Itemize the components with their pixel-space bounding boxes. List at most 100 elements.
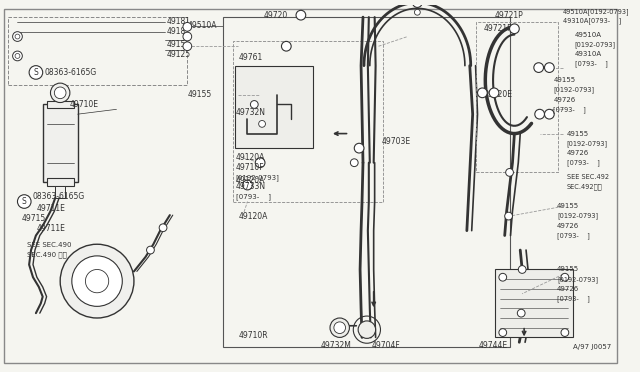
Circle shape (415, 9, 420, 15)
Text: 49732M: 49732M (320, 341, 351, 350)
Text: 49155: 49155 (567, 131, 589, 137)
Circle shape (535, 109, 545, 119)
Circle shape (282, 41, 291, 51)
Circle shape (296, 10, 306, 20)
Text: 49155: 49155 (553, 77, 575, 83)
Circle shape (355, 143, 364, 153)
Circle shape (54, 87, 66, 99)
Text: [0793-    ]: [0793- ] (553, 106, 586, 113)
Text: [0192-0793]: [0192-0793] (236, 174, 280, 181)
Bar (495, 269, 573, 337)
Circle shape (183, 42, 192, 51)
Circle shape (499, 273, 507, 281)
Text: [0793-    ]: [0793- ] (567, 159, 600, 166)
Bar (235, 65, 312, 148)
Circle shape (60, 244, 134, 318)
Text: 49510A: 49510A (188, 21, 217, 31)
Text: [0793-    ]: [0793- ] (557, 295, 590, 302)
Text: 49721R: 49721R (483, 24, 513, 33)
Circle shape (561, 329, 569, 336)
Text: 49155: 49155 (188, 90, 212, 99)
Text: 49710E: 49710E (70, 100, 99, 109)
Text: 49744E: 49744E (479, 341, 508, 350)
Circle shape (15, 54, 20, 58)
Circle shape (13, 51, 22, 61)
Circle shape (330, 318, 349, 337)
Bar (8, 17, 188, 85)
Circle shape (183, 22, 192, 31)
Circle shape (147, 246, 154, 254)
Bar (47, 178, 74, 186)
Text: [0793-    ]: [0793- ] (236, 193, 271, 200)
Text: 49726: 49726 (553, 97, 575, 103)
Circle shape (505, 212, 513, 220)
Text: SEE SEC.492: SEE SEC.492 (567, 174, 609, 180)
Text: SEE SEC.490: SEE SEC.490 (27, 242, 72, 248)
Bar (233, 41, 383, 202)
Circle shape (534, 63, 543, 73)
Text: 49120A: 49120A (236, 176, 265, 185)
Text: 49510A[0192-0793]: 49510A[0192-0793] (563, 8, 630, 15)
Text: 49703E: 49703E (381, 137, 411, 146)
Text: SEC.490 参照: SEC.490 参照 (27, 251, 67, 258)
Circle shape (413, 0, 422, 7)
Circle shape (17, 195, 31, 208)
Bar (47, 100, 74, 108)
Bar (223, 17, 509, 347)
Text: 49733N: 49733N (236, 183, 266, 192)
Circle shape (358, 321, 376, 339)
Circle shape (518, 266, 526, 273)
Text: A/97 J0057: A/97 J0057 (573, 344, 611, 350)
Text: 49182: 49182 (167, 27, 191, 36)
Text: 49120A: 49120A (236, 153, 265, 162)
Circle shape (561, 273, 569, 281)
Circle shape (29, 65, 43, 79)
Bar (43, 105, 77, 182)
Text: 49510A: 49510A (575, 32, 602, 38)
Text: S: S (33, 68, 38, 77)
Text: [0192-0793]: [0192-0793] (553, 87, 595, 93)
Circle shape (489, 88, 499, 98)
Text: 49310A[0793-    ]: 49310A[0793- ] (563, 17, 621, 25)
Circle shape (255, 158, 265, 167)
Text: [0192-0793]: [0192-0793] (575, 41, 616, 48)
Text: [0192-0793]: [0192-0793] (557, 213, 598, 219)
Text: 49310A: 49310A (575, 51, 602, 57)
Text: 49120A: 49120A (239, 212, 268, 221)
Text: 49720E: 49720E (483, 90, 513, 99)
Text: 49710R: 49710R (239, 331, 268, 340)
Circle shape (509, 24, 519, 33)
Circle shape (72, 256, 122, 307)
Circle shape (545, 109, 554, 119)
Circle shape (506, 169, 513, 176)
Text: 49720: 49720 (264, 11, 288, 20)
Circle shape (350, 159, 358, 167)
Text: 49721P: 49721P (495, 11, 524, 20)
Text: 49181: 49181 (167, 17, 191, 26)
Text: [0793-    ]: [0793- ] (575, 60, 607, 67)
Text: 08363-6165G: 08363-6165G (45, 68, 97, 77)
Circle shape (499, 329, 507, 336)
Circle shape (243, 180, 252, 190)
Text: [0192-0793]: [0192-0793] (567, 140, 608, 147)
Circle shape (517, 309, 525, 317)
Circle shape (13, 32, 22, 41)
Text: 49715: 49715 (21, 215, 45, 224)
Text: 49711E: 49711E (37, 204, 66, 213)
Text: 08363-6165G: 08363-6165G (33, 192, 85, 201)
Circle shape (250, 100, 258, 108)
Bar (476, 22, 558, 172)
Circle shape (545, 63, 554, 73)
Text: 49726: 49726 (557, 286, 579, 292)
Text: 49732N: 49732N (236, 108, 266, 117)
Text: 49125: 49125 (167, 49, 191, 58)
Circle shape (85, 269, 109, 293)
Bar (55, 186, 65, 198)
Text: 49726: 49726 (567, 150, 589, 156)
Text: 49155: 49155 (167, 40, 191, 49)
Circle shape (15, 34, 20, 39)
Text: 49711E: 49711E (37, 224, 66, 233)
Text: 49155: 49155 (557, 203, 579, 209)
Circle shape (159, 224, 167, 232)
Circle shape (51, 83, 70, 103)
